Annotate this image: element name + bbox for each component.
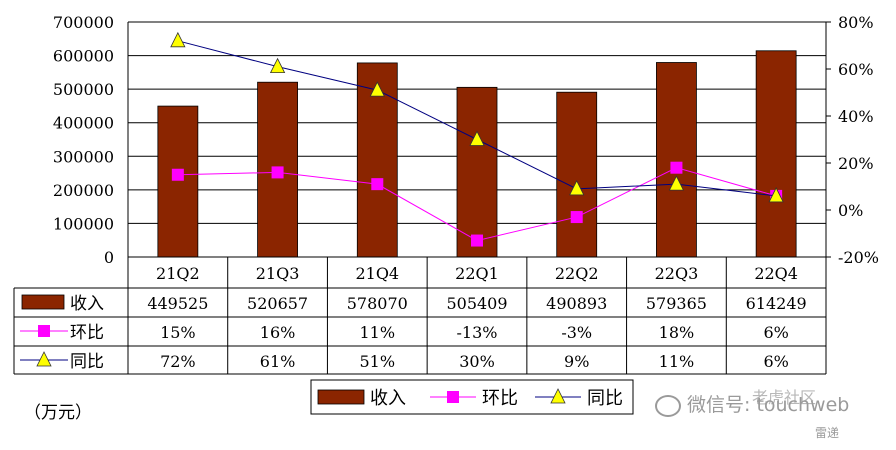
right-tick-label: 40% [838, 107, 874, 126]
legend-swatch [317, 389, 365, 405]
left-tick-label: 200000 [53, 181, 114, 200]
table-cell: 16% [260, 323, 296, 342]
table-cell: 578070 [347, 294, 408, 313]
watermark-faint-text: 老虎社区 [752, 388, 817, 407]
table-cell: 614249 [746, 294, 807, 313]
category-label: 22Q4 [754, 264, 798, 283]
right-tick-label: 20% [838, 154, 874, 173]
bar [157, 105, 199, 258]
table-cell: 51% [360, 352, 396, 371]
table-cell: 72% [160, 352, 196, 371]
table-cell: 15% [160, 323, 196, 342]
category-label: 21Q2 [156, 264, 200, 283]
square-marker [570, 211, 583, 224]
category-label: 21Q4 [355, 264, 399, 283]
watermark-text: 微信号: touchweb [687, 394, 850, 416]
row-key-triangle [36, 351, 52, 367]
table-cell: 61% [260, 352, 296, 371]
table-cell: 490893 [546, 294, 607, 313]
bar [556, 91, 598, 258]
table-cell: 9% [564, 352, 589, 371]
table-cell: 11% [659, 352, 695, 371]
category-label: 21Q3 [256, 264, 300, 283]
category-label: 22Q3 [655, 264, 699, 283]
left-tick-label: 700000 [53, 13, 114, 32]
triangle-marker [668, 175, 685, 191]
left-tick-label: 400000 [53, 114, 114, 133]
triangle-marker [369, 81, 385, 97]
right-tick-label: 80% [838, 13, 874, 32]
square-marker [171, 168, 184, 181]
row-series-name: 收入 [70, 294, 104, 314]
triangle-marker [170, 31, 186, 48]
left-tick-label: 300000 [53, 147, 114, 166]
legend-triangle [550, 388, 566, 404]
wechat-icon [655, 394, 681, 417]
table-cell: 30% [459, 352, 495, 371]
table-cell: -3% [561, 323, 592, 342]
legend-label: 收入 [370, 388, 406, 409]
left-tick-label: 0 [104, 248, 114, 267]
table-cell: 18% [659, 323, 695, 342]
bar [456, 86, 498, 258]
left-tick-label: 100000 [53, 214, 114, 233]
triangle-marker [269, 57, 286, 74]
right-tick-label: 60% [838, 60, 874, 79]
table-cell: 6% [763, 323, 788, 342]
square-marker [371, 178, 384, 191]
watermark-site: 雷递 [815, 426, 840, 440]
table-cell: -13% [457, 323, 498, 342]
legend-square [447, 391, 459, 403]
triangle-marker [768, 187, 784, 203]
table-cell: 11% [360, 323, 396, 342]
bar [755, 50, 797, 258]
triangle-marker [469, 130, 485, 146]
watermark-wechat: 微信号: touchweb [655, 390, 849, 417]
legend-label: 同比 [587, 388, 623, 409]
triangle-marker [569, 179, 585, 196]
category-label: 22Q2 [555, 264, 599, 283]
table-cell: 505409 [446, 294, 507, 313]
table-cell: 579365 [646, 294, 707, 313]
square-marker [670, 161, 683, 174]
left-tick-label: 600000 [53, 47, 114, 66]
category-label: 22Q1 [455, 264, 499, 283]
table-cell: 520657 [247, 294, 308, 313]
square-marker [271, 166, 284, 179]
row-key-square [38, 325, 50, 337]
square-marker [471, 234, 483, 247]
bar [656, 62, 697, 258]
right-tick-label: -20% [838, 248, 879, 267]
unit-label: （万元） [24, 403, 92, 423]
right-tick-label: 0% [838, 201, 863, 220]
legend-label: 环比 [482, 388, 518, 409]
row-series-name: 环比 [70, 323, 104, 343]
row-series-name: 同比 [70, 352, 104, 372]
left-tick-label: 500000 [53, 80, 114, 99]
table-cell: 6% [763, 352, 788, 371]
table-cell: 449525 [147, 294, 208, 313]
row-key-swatch [21, 294, 65, 310]
